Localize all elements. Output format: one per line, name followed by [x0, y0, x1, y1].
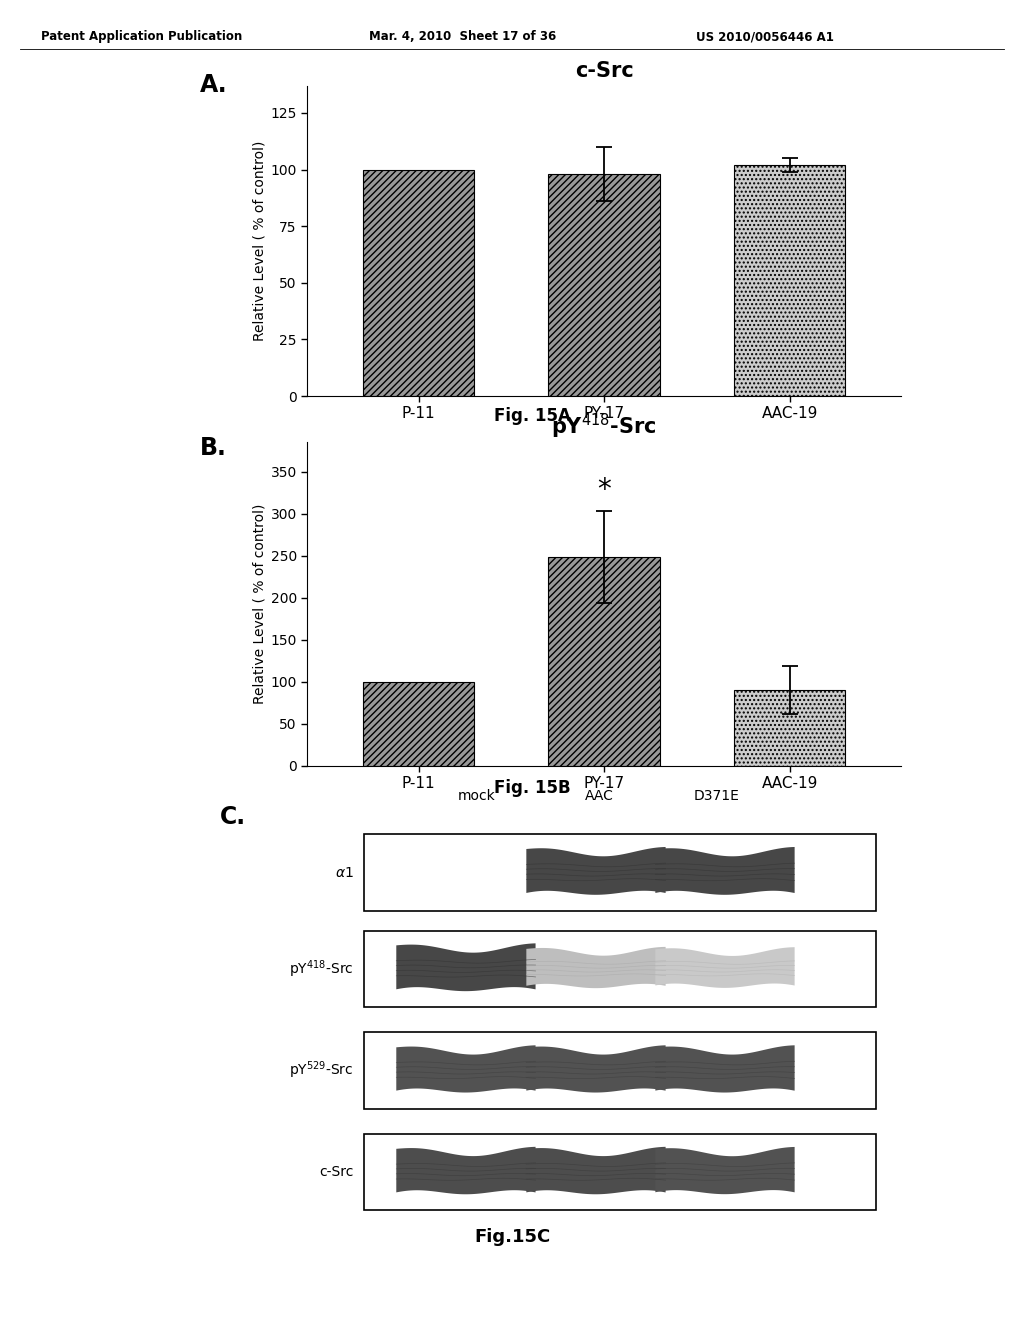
Text: B.: B.	[200, 436, 226, 459]
Text: Patent Application Publication: Patent Application Publication	[41, 30, 243, 44]
Text: Mar. 4, 2010  Sheet 17 of 36: Mar. 4, 2010 Sheet 17 of 36	[369, 30, 556, 44]
Text: US 2010/0056446 A1: US 2010/0056446 A1	[696, 30, 835, 44]
Text: D371E: D371E	[694, 788, 739, 803]
Title: c-Src: c-Src	[574, 62, 634, 82]
Text: c-Src: c-Src	[318, 1166, 353, 1179]
Text: Fig. 15B: Fig. 15B	[495, 779, 570, 797]
Y-axis label: Relative Level ( % of control): Relative Level ( % of control)	[252, 504, 266, 704]
Bar	[549, 174, 659, 396]
Text: $\alpha$1: $\alpha$1	[335, 866, 353, 879]
Bar	[549, 557, 659, 766]
Text: A.: A.	[200, 73, 227, 96]
Text: *: *	[597, 477, 611, 504]
Bar	[362, 681, 474, 766]
Title: pY$^{418}$-Src: pY$^{418}$-Src	[551, 412, 657, 441]
Bar	[734, 690, 846, 766]
Text: mock: mock	[458, 788, 495, 803]
Text: AAC: AAC	[585, 788, 613, 803]
Text: pY$^{529}$-Src: pY$^{529}$-Src	[289, 1060, 353, 1081]
Bar	[362, 169, 474, 396]
Text: C.: C.	[220, 805, 247, 829]
Y-axis label: Relative Level ( % of control): Relative Level ( % of control)	[252, 141, 266, 341]
Text: Fig. 15A: Fig. 15A	[494, 407, 571, 425]
Text: Fig.15C: Fig.15C	[474, 1228, 550, 1246]
Text: pY$^{418}$-Src: pY$^{418}$-Src	[289, 958, 353, 979]
Bar	[734, 165, 846, 396]
